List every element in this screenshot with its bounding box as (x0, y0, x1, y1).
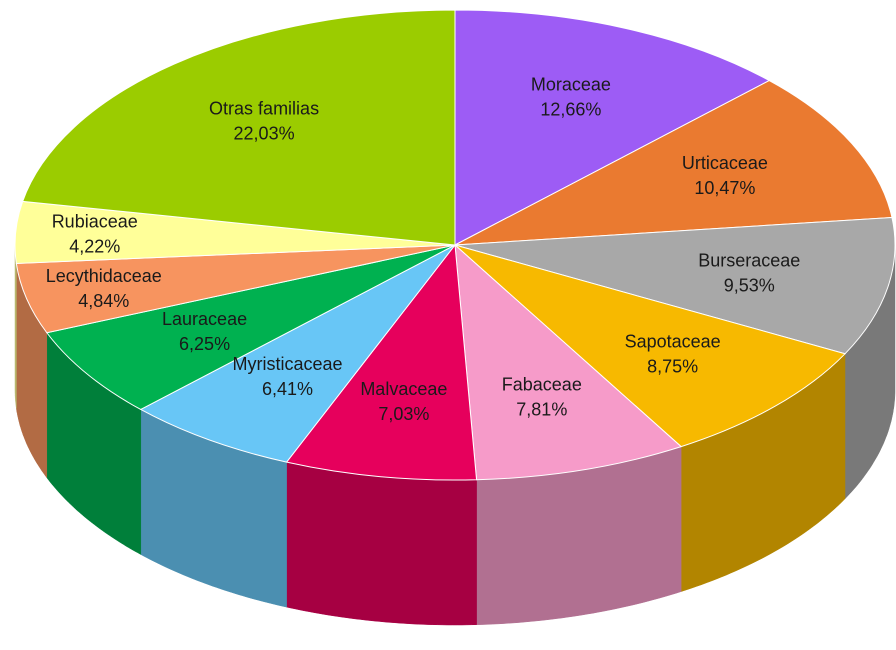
slice-value-label: 10,47% (694, 178, 755, 198)
slice-label: Urticaceae (682, 153, 768, 173)
pie-labels: Moraceae 12,66% Urticaceae 10,47% Burseracea… (46, 74, 801, 424)
pie-slice (454, 243, 683, 481)
pie-slice (139, 244, 456, 463)
pie-tops (14, 9, 896, 481)
pie-slice (454, 9, 771, 246)
slice-label: Fabaceae (502, 375, 582, 395)
slice-label: Otras familias (209, 99, 319, 119)
slice-value-label: 22,03% (234, 124, 295, 144)
pie-sides (14, 245, 896, 626)
slice-label: Moraceae (531, 74, 611, 94)
slice-value-label: 6,41% (262, 379, 313, 399)
slice-value-label: 6,25% (179, 334, 230, 354)
pie-slice-side (286, 461, 477, 626)
slice-label: Burseraceae (698, 251, 800, 271)
slice-label: Myristicaceae (233, 354, 343, 374)
slice-label: Rubiaceae (52, 211, 138, 231)
slice-label: Lecythidaceae (46, 266, 162, 286)
slice-value-label: 8,75% (647, 356, 698, 376)
slice-label: Lauraceae (162, 309, 247, 329)
pie-slice (45, 244, 456, 411)
slice-value-label: 4,22% (69, 236, 120, 256)
slice-value-label: 12,66% (540, 99, 601, 119)
pie-slice (285, 243, 478, 481)
slice-value-label: 9,53% (724, 276, 775, 296)
slice-value-label: 7,03% (378, 404, 429, 424)
slice-label: Malvaceae (360, 379, 447, 399)
slice-label: Sapotaceae (625, 331, 721, 351)
pie-slice-side (14, 245, 17, 409)
pie-slice (21, 9, 456, 246)
slice-value-label: 7,81% (516, 400, 567, 420)
pie-slice (454, 216, 896, 355)
slice-value-label: 4,84% (78, 291, 129, 311)
pie-slice (454, 79, 893, 246)
pie-slice (454, 244, 846, 448)
